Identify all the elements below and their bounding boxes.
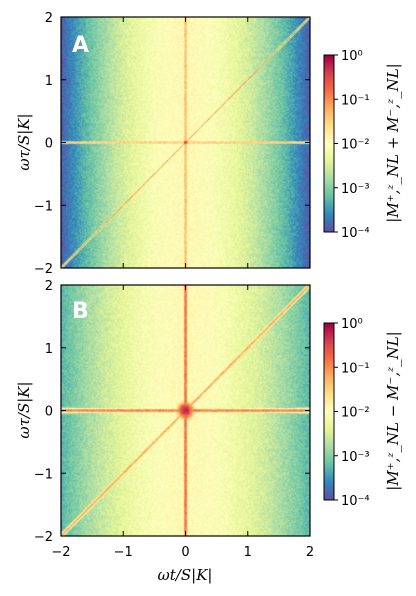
- x-axis-b: −2 −1 0 1 2: [51, 285, 314, 560]
- a-y-tick-label: −1: [34, 199, 53, 214]
- b-cb-tick-label: 10⁻⁴: [341, 494, 370, 509]
- b-y-tick-label: 2: [45, 279, 53, 294]
- a-cb-tick-label: 10⁻¹: [341, 93, 370, 108]
- colorbar-label-a: |M⁺,ᶻ_NL + M⁻,ᶻ_NL|: [384, 63, 402, 222]
- panel-label-b: B: [72, 299, 89, 324]
- a-cb-tick-label: 10⁰: [341, 49, 363, 64]
- b-x-tick-label: 2: [306, 545, 314, 560]
- a-y-tick-label: 1: [45, 74, 53, 89]
- panel-a: A −2 −1 0 1 2 ωτ/S|K| 10⁰ 10⁻¹ 10⁻² 10⁻³ 10⁻⁴ |M…: [15, 11, 402, 277]
- y-axis-label-a: ωτ/S|K|: [15, 113, 33, 170]
- b-cb-tick-label: 10⁻²: [341, 406, 370, 421]
- a-y-tick-label: −2: [34, 262, 53, 277]
- panel-b: B −2 −1 0 1 2 −2 −1 0 1 2 ωτ/S|K| 10⁰ 10⁻¹ 10⁻² 10⁻…: [15, 279, 402, 560]
- panel-label-a: A: [72, 33, 89, 58]
- a-cb-tick-label: 10⁻²: [341, 138, 370, 153]
- b-x-tick-label: 0: [181, 545, 189, 560]
- b-cb-tick-label: 10⁰: [341, 317, 363, 332]
- b-cb-tick-label: 10⁻³: [341, 450, 370, 465]
- x-axis-label: ωt/S|K|: [158, 566, 213, 584]
- y-axis-label-b: ωτ/S|K|: [15, 381, 33, 438]
- x-axis-a: [60, 17, 311, 268]
- a-cb-tick-label: 10⁻³: [341, 182, 370, 197]
- b-y-tick-label: −2: [34, 530, 53, 545]
- colorbar-label-b: |M⁺,ᶻ_NL − M⁻,ᶻ_NL|: [384, 331, 402, 490]
- b-cb-tick-label: 10⁻¹: [341, 361, 370, 376]
- b-x-tick-label: 1: [244, 545, 252, 560]
- b-x-tick-label: −2: [51, 545, 70, 560]
- colorbar-ticks-a: 10⁰ 10⁻¹ 10⁻² 10⁻³ 10⁻⁴: [334, 49, 370, 241]
- y-axis-b: −2 −1 0 1 2: [34, 279, 310, 545]
- a-y-tick-label: 0: [45, 137, 53, 152]
- colorbar-ticks-b: 10⁰ 10⁻¹ 10⁻² 10⁻³ 10⁻⁴: [334, 317, 370, 509]
- a-cb-tick-label: 10⁻⁴: [341, 226, 370, 241]
- b-y-tick-label: 1: [45, 342, 53, 357]
- heatmap-a: [61, 17, 310, 268]
- b-x-tick-label: −1: [114, 545, 133, 560]
- heatmap-b: [61, 285, 310, 536]
- y-axis-a: −2 −1 0 1 2: [34, 11, 310, 277]
- b-y-tick-label: 0: [45, 405, 53, 420]
- colorbar-a: [324, 55, 334, 232]
- colorbar-b: [324, 323, 334, 500]
- a-y-tick-label: 2: [45, 11, 53, 26]
- b-y-tick-label: −1: [34, 467, 53, 482]
